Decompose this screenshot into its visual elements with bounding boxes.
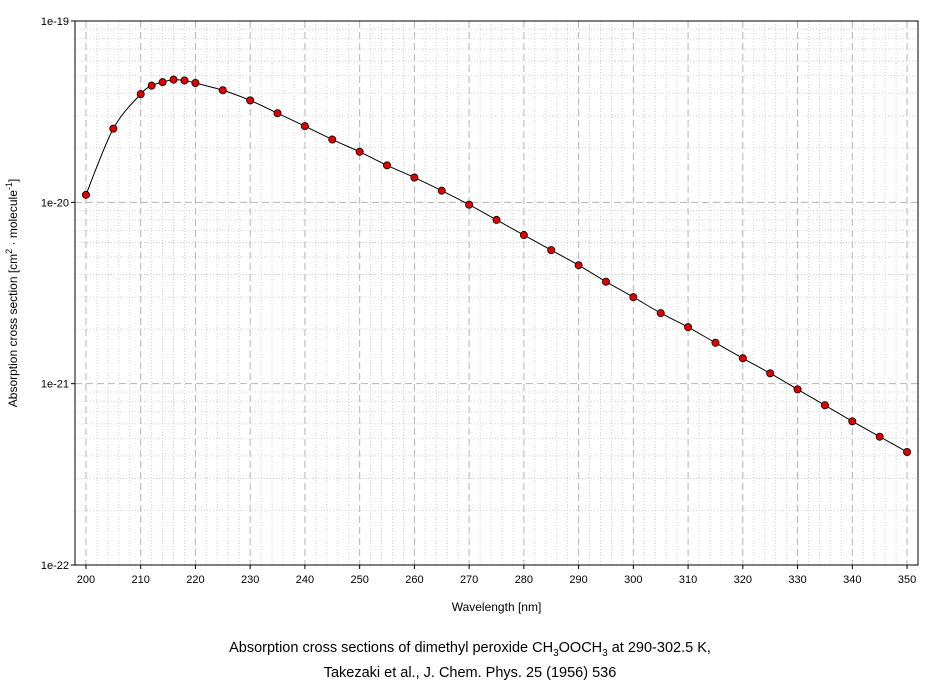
data-point [465,200,474,209]
data-point [158,78,167,87]
x-tick-label: 230 [241,574,259,586]
x-tick-label: 320 [734,574,752,586]
y-axis-title-suffix: ] [6,179,20,182]
data-point [109,124,118,133]
caption-sub1: 3 [553,647,559,659]
data-point [218,86,227,95]
data-points [81,75,912,456]
y-tick-label: 1e-22 [41,560,69,572]
y-tick-label: 1e-20 [41,197,69,209]
x-tick-label: 270 [460,574,478,586]
data-point [191,79,200,88]
x-tick-label: 340 [843,574,861,586]
data-point [410,173,419,182]
data-point [300,122,309,131]
data-point [147,81,156,90]
x-tick-label: 290 [569,574,587,586]
data-point [601,277,610,286]
x-tick-label: 300 [624,574,642,586]
data-point [355,147,364,156]
x-axis-title: Wavelength [nm] [452,600,542,614]
caption-sub2: 3 [602,647,608,659]
data-point [656,309,665,318]
plot-frame [74,20,919,566]
figure-caption-line2: Takezaki et al., J. Chem. Phys. 25 (1956… [323,665,617,681]
x-tick-label: 280 [515,574,533,586]
y-tick-label: 1e-21 [41,379,69,391]
x-tick-label: 330 [788,574,806,586]
data-point [766,369,775,378]
data-point [684,323,693,332]
data-point [547,246,556,255]
figure-caption-line1: Absorption cross sections of dimethyl pe… [0,640,940,659]
major-grid [75,20,918,566]
data-point [848,417,857,426]
y-axis-title: Absorption cross section [cm2 · molecule… [4,179,20,407]
x-tick-label: 260 [405,574,423,586]
x-tick-label: 200 [77,574,95,586]
x-tick-label: 240 [296,574,314,586]
data-point [903,447,912,456]
data-point [383,161,392,170]
data-point [711,338,720,347]
data-point [820,401,829,410]
data-point [328,135,337,144]
data-point [574,261,583,270]
y-axis: 1e-22 1e-21 1e-20 1e-19 [41,16,75,572]
data-point [136,90,145,99]
data-point [169,75,178,84]
y-axis-title-mid: · molecule [6,190,20,249]
data-point [519,231,528,240]
data-point [246,96,255,105]
chart: 200 210 220 230 240 250 260 270 280 290 300 310 320 3… [4,16,919,614]
caption-mid: OOCH [558,640,603,656]
data-point [180,76,189,85]
data-point [492,215,501,224]
y-axis-title-sup2: -1 [4,182,14,190]
x-tick-label: 310 [679,574,697,586]
x-tick-label: 350 [898,574,916,586]
caption-prefix: Absorption cross sections of dimethyl pe… [229,640,554,656]
y-axis-title-prefix: Absorption cross section [cm [6,254,20,407]
x-axis: 200 210 220 230 240 250 260 270 280 290 300 310 320 3… [77,565,916,586]
data-point [875,432,884,441]
data-point [273,109,282,118]
data-point [793,385,802,394]
data-point [437,186,446,195]
data-point [629,293,638,302]
data-point [81,190,90,199]
data-point [738,354,747,363]
x-tick-label: 220 [186,574,204,586]
series-line [85,79,908,453]
y-axis-title-sup1: 2 [4,249,14,254]
caption-suffix: at 290-302.5 K, [607,640,711,656]
x-tick-label: 250 [350,574,368,586]
minor-grid [75,21,918,565]
y-tick-label: 1e-19 [41,16,69,28]
x-tick-label: 210 [132,574,150,586]
